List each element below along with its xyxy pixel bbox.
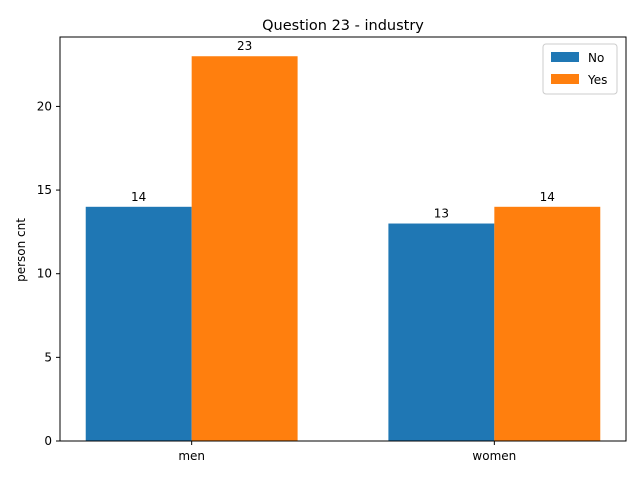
bar-yes-men [191, 56, 298, 441]
plot-area: 14 13 23 14 0 5 10 15 20 men women [37, 36, 627, 463]
data-label-yes-women: 14 [540, 190, 555, 204]
bar-yes-women [494, 206, 601, 441]
y-tick-label: 15 [37, 183, 52, 197]
legend: No Yes [542, 43, 618, 95]
bar-no-women [388, 223, 495, 441]
legend-swatch-yes [551, 74, 579, 84]
data-label-yes-men: 23 [237, 39, 252, 53]
x-tick-label-women: women [472, 449, 516, 463]
data-label-no-men: 14 [131, 190, 146, 204]
axes-frame [59, 36, 627, 442]
y-tick-label: 10 [37, 267, 52, 281]
y-tick-label: 5 [44, 350, 52, 364]
bar-no-men [85, 206, 192, 441]
legend-label-no: No [588, 51, 604, 65]
data-label-no-women: 13 [434, 207, 449, 221]
legend-label-yes: Yes [587, 73, 607, 87]
y-tick-label: 0 [44, 434, 52, 448]
y-tick-label: 20 [37, 99, 52, 113]
legend-swatch-no [551, 52, 579, 62]
x-tick-label-men: men [178, 449, 205, 463]
chart-title: Question 23 - industry [262, 18, 424, 34]
y-axis-label: person cnt [14, 218, 28, 282]
